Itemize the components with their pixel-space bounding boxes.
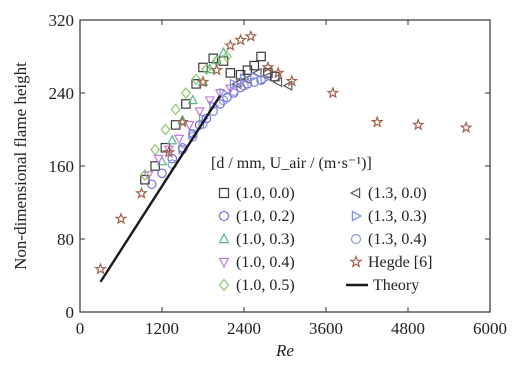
data-point	[372, 117, 382, 126]
legend-swatch	[220, 234, 229, 243]
legend-swatch	[220, 258, 229, 267]
legend-swatch	[220, 189, 229, 198]
legend-swatch	[352, 235, 361, 244]
x-tick-label: 2400	[227, 319, 261, 338]
x-tick-label: 0	[76, 319, 85, 338]
x-tick-label: 1200	[145, 319, 179, 338]
legend-item: (1.0, 0.4)	[220, 254, 295, 271]
legend-label: Theory	[373, 277, 419, 294]
legend-swatch	[352, 212, 361, 221]
legend-title: [d / mm, U_air / (m·s⁻¹)]	[211, 155, 372, 172]
legend-swatch	[220, 280, 229, 291]
legend-swatch	[220, 212, 229, 221]
x-tick-label: 3600	[309, 319, 343, 338]
data-point	[263, 62, 273, 71]
data-point	[246, 31, 256, 40]
x-tick-label: 6000	[473, 319, 507, 338]
y-tick-label: 240	[49, 84, 75, 103]
legend-item: (1.0, 0.5)	[220, 277, 295, 294]
data-point	[161, 124, 169, 134]
data-point	[413, 120, 423, 129]
y-tick-label: 160	[49, 157, 75, 176]
legend: [d / mm, U_air / (m·s⁻¹)] (1.0, 0.0) (1.0,…	[211, 155, 432, 294]
legend-label: (1.3, 0.0)	[368, 185, 427, 202]
data-point	[461, 123, 471, 132]
series-9	[101, 96, 221, 282]
legend-label: (1.3, 0.4)	[368, 231, 427, 248]
legend-label: (1.0, 0.4)	[236, 254, 295, 271]
theory-line	[101, 96, 221, 282]
legend-item: (1.3, 0.3)	[352, 208, 426, 225]
legend-item: Hegde [6]	[351, 254, 433, 271]
legend-label: (1.3, 0.3)	[368, 208, 427, 225]
legend-item: (1.3, 0.4)	[352, 231, 427, 248]
data-point	[96, 264, 106, 273]
y-tick-label: 80	[57, 230, 74, 249]
legend-item: (1.0, 0.0)	[220, 185, 295, 202]
data-point	[236, 35, 246, 44]
legend-label: (1.0, 0.0)	[236, 185, 295, 202]
legend-item: Theory	[346, 277, 419, 294]
x-tick-label: 4800	[391, 319, 425, 338]
legend-label: Hegde [6]	[368, 254, 432, 271]
legend-label: (1.0, 0.5)	[236, 277, 295, 294]
data-point	[137, 188, 147, 197]
legend-label: (1.0, 0.2)	[236, 208, 295, 225]
data-point	[171, 104, 179, 114]
data-point	[116, 214, 126, 223]
legend-swatch	[351, 189, 360, 198]
data-point	[284, 82, 292, 90]
data-point	[158, 169, 166, 177]
data-point	[182, 88, 190, 98]
legend-label: (1.0, 0.3)	[236, 231, 295, 248]
x-axis-label: Re	[275, 341, 294, 360]
data-point	[178, 117, 188, 126]
data-point	[226, 41, 236, 50]
legend-swatch	[351, 257, 361, 267]
legend-item: (1.0, 0.3)	[220, 231, 295, 248]
data-point	[257, 52, 265, 60]
y-axis-label: Non-dimensional flame height	[11, 62, 30, 270]
y-tick-label: 320	[49, 11, 75, 30]
data-point	[328, 88, 338, 97]
y-tick-label: 0	[66, 303, 75, 322]
data-point	[151, 145, 159, 155]
legend-item: (1.3, 0.0)	[351, 185, 427, 202]
legend-item: (1.0, 0.2)	[220, 208, 295, 225]
data-point	[274, 78, 282, 86]
data-point	[226, 69, 234, 77]
